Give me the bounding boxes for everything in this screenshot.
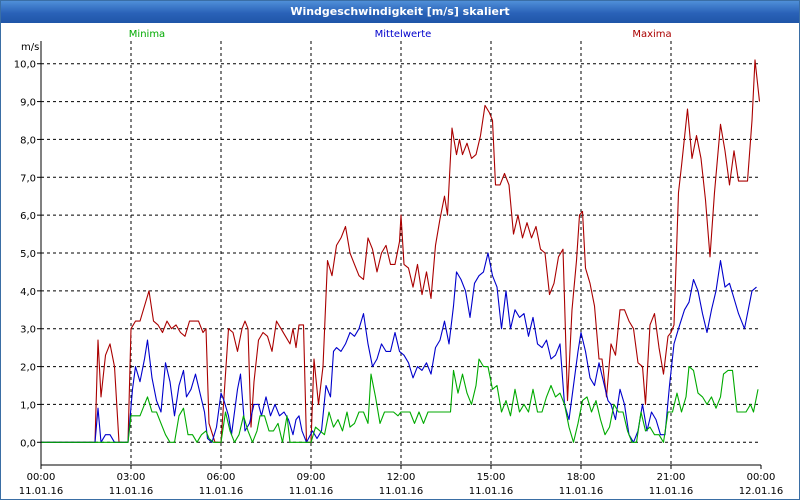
y-tick-label: 3,0 bbox=[20, 325, 36, 336]
series-line-maxima bbox=[41, 59, 761, 443]
x-tick-date: 11.01.16 bbox=[469, 486, 514, 497]
series-line-minima bbox=[41, 358, 759, 443]
y-axis-label: m/s bbox=[21, 42, 39, 53]
x-tick-date: 11.01.16 bbox=[199, 486, 244, 497]
x-tick-time: 12:00 bbox=[387, 472, 416, 483]
legend-maxima: Maxima bbox=[632, 29, 671, 40]
y-tick-label: 6,0 bbox=[20, 211, 36, 222]
legend-minima: Minima bbox=[129, 29, 165, 40]
y-tick-label: 1,0 bbox=[20, 400, 36, 411]
x-tick-date: 11.01.16 bbox=[379, 486, 424, 497]
window-title: Windgeschwindigkeit [m/s] skaliert bbox=[1, 1, 799, 23]
y-tick-label: 2,0 bbox=[20, 363, 36, 374]
axis-layer: 0,0 1,0 2,0 3,0 4,0 5,0 6,0 7,0 8,0 9,0 10,0 00:00 1… bbox=[14, 41, 784, 497]
x-tick-time: 06:00 bbox=[207, 472, 236, 483]
x-tick-date: 11.01.16 bbox=[19, 486, 64, 497]
y-tick-label: 4,0 bbox=[20, 287, 36, 298]
x-tick-time: 21:00 bbox=[657, 472, 686, 483]
y-tick-label: 9,0 bbox=[20, 98, 36, 109]
x-tick-date: 12.01.16 bbox=[739, 486, 784, 497]
legend-mittelwerte: Mittelwerte bbox=[375, 29, 432, 40]
x-tick-date: 11.01.16 bbox=[649, 486, 694, 497]
x-tick-time: 00:00 bbox=[27, 472, 56, 483]
grid-layer bbox=[41, 41, 761, 465]
x-tick-date: 11.01.16 bbox=[559, 486, 604, 497]
series-layer bbox=[41, 59, 761, 443]
x-tick-time: 03:00 bbox=[117, 472, 146, 483]
y-tick-label: 7,0 bbox=[20, 173, 36, 184]
x-tick-time: 15:00 bbox=[477, 472, 506, 483]
y-tick-label: 10,0 bbox=[14, 60, 36, 71]
y-tick-label: 8,0 bbox=[20, 135, 36, 146]
x-tick-date: 11.01.16 bbox=[109, 486, 154, 497]
y-tick-label: 0,0 bbox=[20, 438, 36, 449]
x-tick-date: 11.01.16 bbox=[289, 486, 334, 497]
y-tick-label: 5,0 bbox=[20, 249, 36, 260]
x-tick-time: 18:00 bbox=[567, 472, 596, 483]
wind-speed-chart: 0,0 1,0 2,0 3,0 4,0 5,0 6,0 7,0 8,0 9,0 10,0 00:00 1… bbox=[14, 29, 784, 497]
x-tick-time: 09:00 bbox=[297, 472, 326, 483]
x-tick-time: 00:00 bbox=[747, 472, 776, 483]
